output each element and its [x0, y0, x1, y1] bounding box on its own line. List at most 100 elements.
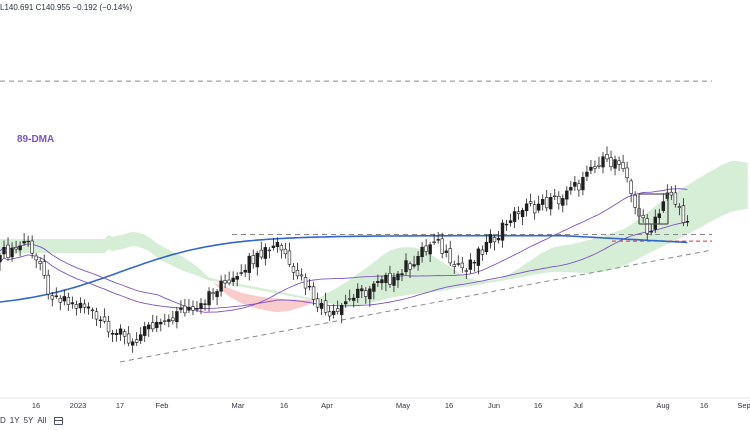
candle-body: [352, 297, 356, 301]
candle-body: [223, 280, 227, 284]
candle-body: [70, 302, 75, 305]
candle-body: [368, 288, 372, 300]
candle-body: [147, 324, 151, 330]
candle-body: [211, 292, 215, 295]
candle-body: [259, 249, 263, 258]
timeframe-d[interactable]: D: [0, 416, 6, 425]
x-tick-label: Jun: [488, 401, 500, 410]
x-tick-label: May: [396, 401, 410, 410]
candle-body: [641, 215, 645, 219]
candle-body: [38, 261, 42, 264]
candle-body: [464, 270, 469, 272]
candle-body: [484, 242, 489, 253]
timeframe-toolbar: D 1Y 5Y All: [0, 416, 64, 425]
candle-body: [130, 341, 135, 346]
x-tick-label: Aug: [656, 401, 669, 410]
candle-body: [30, 240, 34, 254]
candle-body: [179, 307, 183, 310]
candle-body: [681, 205, 686, 223]
candle-body: [0, 255, 2, 263]
candle-body: [291, 266, 296, 273]
candle-body: [657, 213, 661, 218]
candle-body: [195, 308, 199, 310]
candle-body: [207, 291, 211, 306]
candle-body: [143, 326, 147, 336]
candle-body: [597, 164, 601, 167]
candle-body: [94, 311, 99, 320]
candle-body: [235, 275, 239, 280]
candle-body: [275, 241, 280, 247]
candle-body: [561, 198, 565, 206]
candle-body: [468, 259, 473, 270]
candle-body: [605, 154, 609, 160]
candle-body: [492, 237, 497, 243]
candle-body: [356, 288, 360, 298]
candle-body: [444, 250, 448, 253]
candle-body: [26, 240, 30, 243]
candle-body: [472, 261, 477, 264]
candle-body: [203, 303, 207, 305]
candle-body: [126, 333, 131, 344]
candle-body: [22, 241, 26, 244]
candle-body: [553, 195, 557, 198]
candle-body: [372, 283, 376, 292]
candle-body: [573, 182, 577, 187]
timeframe-all[interactable]: All: [37, 416, 47, 425]
candle-body: [319, 302, 324, 309]
candle-body: [500, 222, 505, 241]
candle-body: [516, 211, 521, 215]
candle-body: [440, 238, 444, 254]
candle-body: [432, 241, 436, 244]
candle-body: [565, 190, 569, 200]
calendar-icon[interactable]: [54, 416, 64, 425]
candle-body: [331, 310, 336, 315]
candle-body: [267, 249, 272, 252]
candle-body: [167, 319, 171, 322]
timeframe-1y[interactable]: 1Y: [9, 416, 20, 425]
candle-body: [251, 255, 255, 265]
moving-averages: [0, 188, 688, 313]
candle-body: [42, 261, 46, 276]
x-tick-label: 2023: [70, 401, 87, 410]
trend-lines: [0, 80, 713, 363]
candle-body: [344, 301, 348, 305]
candle-body: [581, 176, 585, 191]
candle-body: [46, 274, 50, 295]
candle-body: [287, 250, 292, 265]
candle-body: [10, 248, 14, 258]
candle-body: [62, 296, 67, 302]
candle-body: [617, 160, 621, 165]
candle-body: [14, 247, 18, 250]
candle-body: [54, 295, 58, 297]
candle-body: [496, 238, 501, 241]
candle-body: [348, 298, 352, 300]
candle-body: [74, 304, 79, 309]
ohlc-readout: L140.691 C140.955 −0.192 (−0.14%): [0, 3, 133, 12]
candle-body: [243, 269, 247, 273]
candle-body: [609, 157, 613, 168]
x-tick-label: Feb: [156, 401, 169, 410]
timeframe-5y[interactable]: 5Y: [23, 416, 34, 425]
candle-body: [524, 203, 529, 211]
candle-body: [58, 297, 63, 303]
candle-body: [400, 273, 404, 276]
candle-body: [155, 321, 159, 329]
candle-body: [645, 218, 649, 234]
candle-body: [114, 332, 119, 336]
candle-body: [673, 192, 678, 205]
candle-body: [557, 196, 561, 205]
candle-body: [315, 298, 320, 308]
candle-body: [50, 295, 54, 300]
candle-body: [139, 334, 143, 341]
candle-body: [545, 197, 549, 209]
candle-body: [215, 291, 219, 298]
candle-body: [569, 187, 573, 191]
candle-body: [227, 279, 231, 284]
candle-body: [601, 156, 605, 168]
candle-body: [171, 317, 175, 321]
candle-body: [110, 332, 115, 335]
x-tick-label: Sep: [737, 401, 750, 410]
candle-body: [311, 286, 316, 300]
candle-body: [396, 273, 400, 281]
